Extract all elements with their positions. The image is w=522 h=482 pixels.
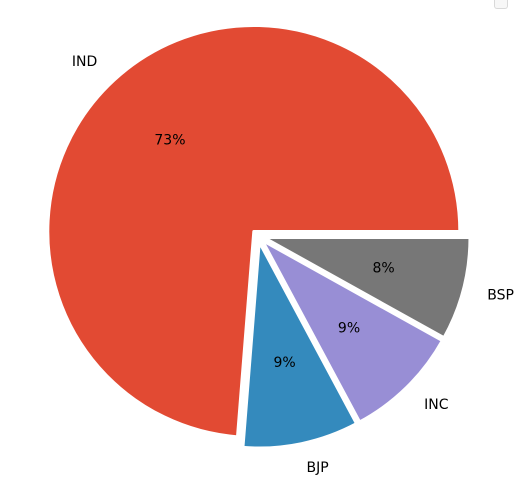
pie-slices (46, 23, 472, 450)
slice-label-bsp: BSP (487, 287, 514, 303)
slice-label-bjp: BJP (307, 460, 329, 476)
window-corner-control (494, 0, 508, 9)
pie-slice-bjp (241, 240, 359, 450)
slice-label-ind: IND (72, 54, 97, 70)
pie-labels: IND 73% BJP 9% INC 9% BSP 8% (72, 54, 514, 476)
pie-slice-bsp (262, 236, 472, 340)
slice-percent-ind: 73% (154, 133, 185, 149)
slice-percent-bsp: 8% (373, 261, 395, 277)
slice-percent-bjp: 9% (273, 355, 295, 371)
pie-slice-inc (260, 238, 444, 424)
slice-percent-inc: 9% (338, 320, 360, 336)
slice-label-inc: INC (424, 397, 449, 413)
pie-slice-ind (46, 23, 462, 439)
